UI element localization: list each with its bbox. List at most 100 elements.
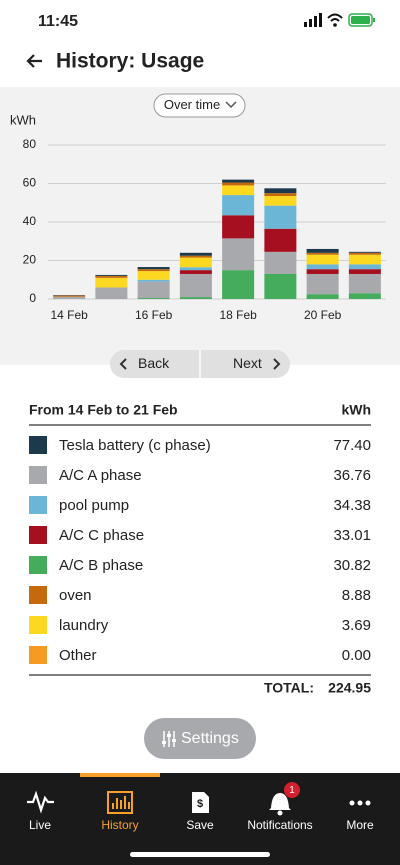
legend-name: A/C B phase <box>59 557 143 574</box>
bar-segment <box>306 269 339 274</box>
bar-segment <box>137 267 170 270</box>
home-indicator <box>130 852 270 857</box>
legend-swatch <box>29 436 47 454</box>
bar-segment <box>222 215 255 239</box>
chart-panel <box>0 87 400 365</box>
range-selector[interactable]: Over time <box>153 93 246 118</box>
bar-segment <box>348 254 381 265</box>
bar-segment <box>306 294 339 299</box>
bar-segment <box>179 270 212 274</box>
legend-total: 33.01 <box>333 527 371 544</box>
bar-segment <box>53 296 86 299</box>
bar-segment <box>95 287 128 299</box>
tab-labels: Live History Save Notifications More <box>29 818 374 832</box>
bar-segment <box>179 255 212 258</box>
page-title: History: Usage <box>56 50 204 73</box>
legend-swatch <box>29 586 47 604</box>
legend-name: laundry <box>59 617 109 634</box>
bar-segment <box>264 251 297 274</box>
legend-name: Tesla battery (c phase) <box>59 437 211 454</box>
legend-total: 77.40 <box>333 437 371 454</box>
x-tick-label: 18 Feb <box>219 308 257 322</box>
y-tick-label: 40 <box>23 214 37 228</box>
plot: 0 20 40 60 80 14 Feb 16 Feb 18 Feb 20 Feb <box>23 137 386 322</box>
tab-label[interactable]: Notifications <box>247 818 312 832</box>
bar-segment <box>137 269 170 272</box>
summary-unit: kWh <box>341 402 371 418</box>
x-tick-label: 20 Feb <box>304 308 342 322</box>
bar-segment <box>348 264 381 270</box>
bar-segment <box>179 273 212 298</box>
legend-total: 8.88 <box>342 587 371 604</box>
total-label: TOTAL: <box>264 680 314 696</box>
next-button[interactable]: Next <box>233 355 281 371</box>
legend-name: A/C C phase <box>59 527 144 544</box>
nav-buttons: Back Next <box>110 350 290 378</box>
legend-swatch <box>29 556 47 574</box>
bar-segment <box>137 298 170 299</box>
legend-total: 30.82 <box>333 557 371 574</box>
legend-name: A/C A phase <box>59 467 142 484</box>
bar-segment <box>348 251 381 253</box>
bar-segment <box>348 269 381 274</box>
bar-segment <box>95 277 128 288</box>
bar-segment <box>222 182 255 186</box>
x-tick-label: 14 Feb <box>50 308 88 322</box>
legend-total: 0.00 <box>342 647 371 664</box>
bar-segment <box>222 238 255 271</box>
back-button[interactable]: Back <box>119 355 170 371</box>
legend-swatch <box>29 466 47 484</box>
bar-segment <box>179 257 212 268</box>
bar-segment <box>306 248 339 253</box>
y-tick-label: 80 <box>23 137 37 151</box>
bar-segment <box>137 279 170 282</box>
bar-segment <box>179 267 212 271</box>
tab-label[interactable]: Save <box>186 818 214 832</box>
y-tick-label: 60 <box>23 176 37 190</box>
bar-segment <box>306 264 339 270</box>
legend-swatch <box>29 616 47 634</box>
tab-label[interactable]: History <box>101 818 138 832</box>
legend-total: 36.76 <box>333 467 371 484</box>
total-value: 224.95 <box>328 680 371 696</box>
range-selector-label: Over time <box>164 97 220 112</box>
bar-segment <box>264 273 297 299</box>
settings-label: Settings <box>181 730 239 747</box>
tab-label[interactable]: Live <box>29 818 51 832</box>
bar-segment <box>222 195 255 216</box>
active-tab-indicator <box>80 773 160 777</box>
legend-name: Other <box>59 647 97 664</box>
status-time: 11:45 <box>38 13 78 30</box>
summary-title: From 14 Feb to 21 Feb <box>29 402 178 418</box>
bar-segment <box>348 273 381 294</box>
legend-name: oven <box>59 587 92 604</box>
back-arrow[interactable] <box>26 54 42 68</box>
bar-segment <box>264 228 297 252</box>
bar-segment <box>264 188 297 194</box>
legend-total: 3.69 <box>342 617 371 634</box>
bar-segment <box>264 196 297 206</box>
svg-text:$: $ <box>197 798 203 810</box>
status-icons <box>304 13 375 27</box>
summary-rows: Tesla battery (c phase) 77.40 A/C A phase 3… <box>29 436 371 664</box>
bar-segment <box>348 252 381 255</box>
legend-swatch <box>29 646 47 664</box>
settings-button[interactable]: Settings <box>144 718 256 759</box>
legend-name: pool pump <box>59 497 129 514</box>
y-tick-label: 20 <box>23 253 37 267</box>
legend-total: 34.38 <box>333 497 371 514</box>
bar-segment <box>222 179 255 183</box>
bar-segment <box>137 281 170 299</box>
bar-segment <box>348 293 381 299</box>
bar-segment <box>264 205 297 229</box>
notification-badge: 1 <box>289 785 295 796</box>
bar-segment <box>137 271 170 280</box>
bar-segment <box>222 185 255 196</box>
bar-segment <box>179 297 212 299</box>
tab-icons: $ <box>27 782 371 816</box>
bar-segment <box>95 274 128 276</box>
tab-label[interactable]: More <box>346 818 374 832</box>
legend-swatch <box>29 526 47 544</box>
